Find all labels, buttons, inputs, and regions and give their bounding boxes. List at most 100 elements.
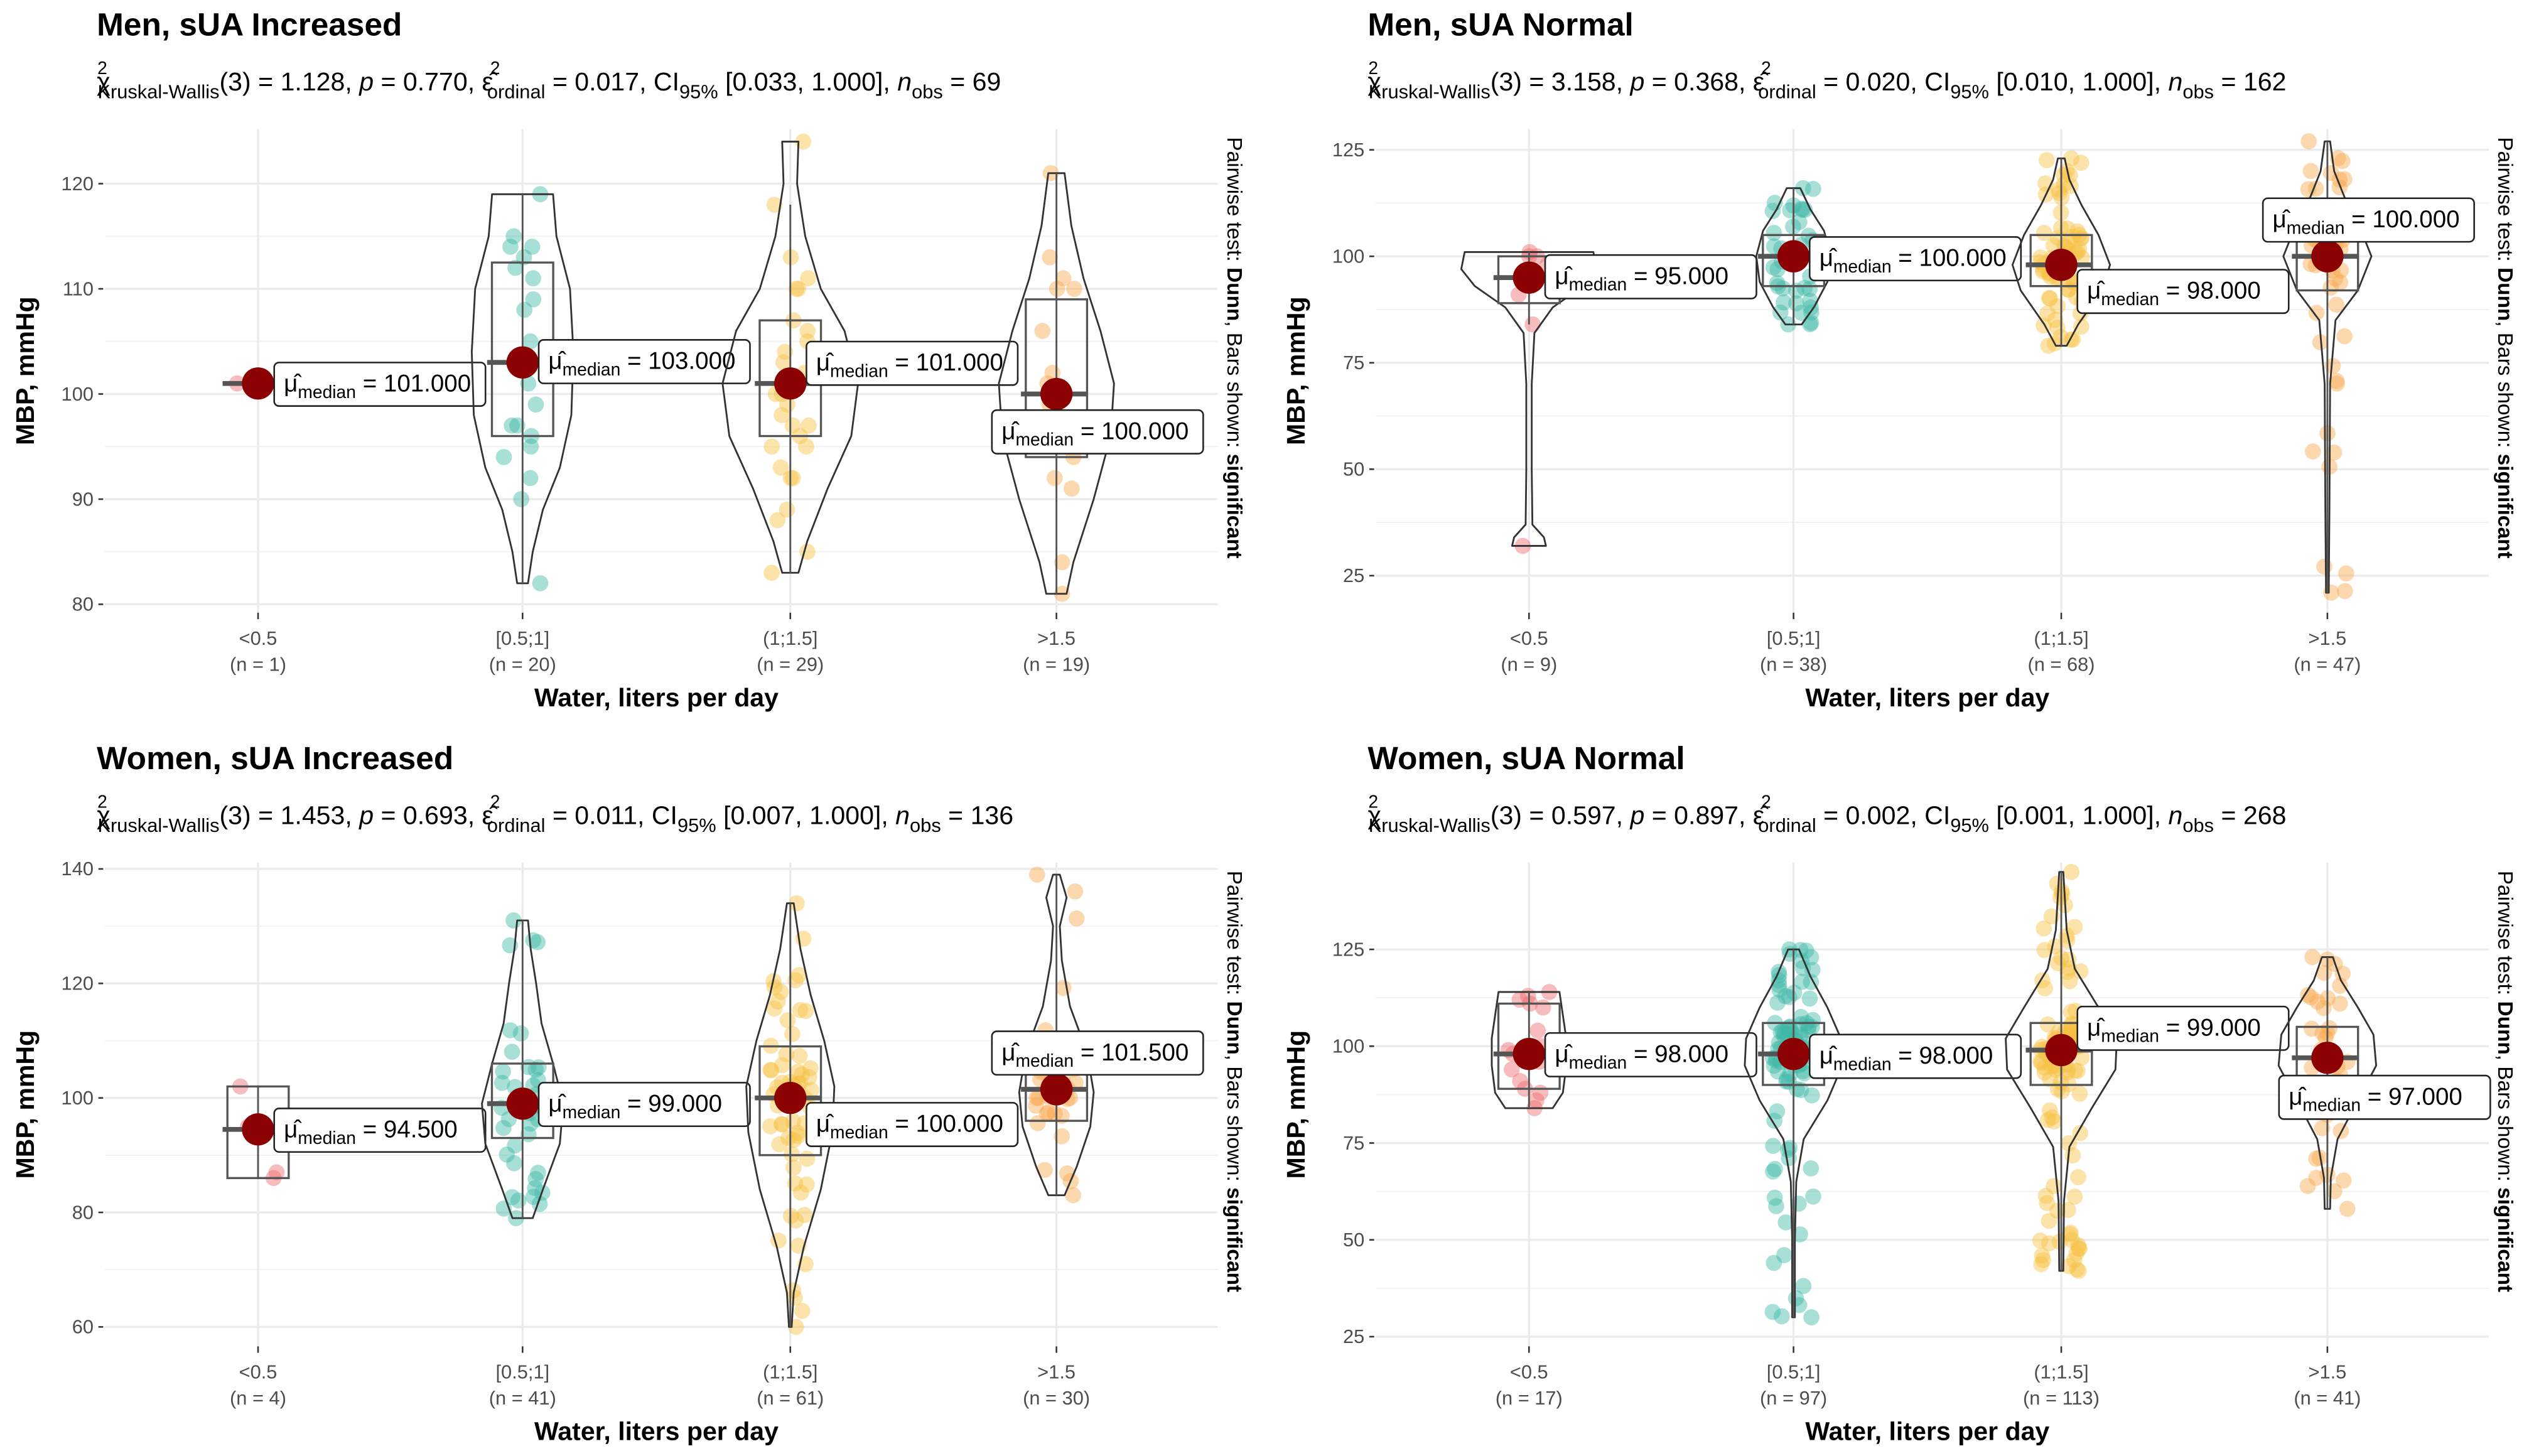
data-point xyxy=(2062,1226,2078,1243)
stats-part: obs xyxy=(2182,81,2214,103)
data-point xyxy=(2062,166,2078,183)
data-point xyxy=(794,1302,811,1319)
violin xyxy=(745,902,836,1328)
median-label: μ̂median = 99.000 xyxy=(537,1082,751,1128)
mu-subscript: median xyxy=(563,1102,621,1122)
stats-part: 95% xyxy=(679,81,718,103)
data-point xyxy=(1766,1057,1782,1074)
data-point xyxy=(2038,152,2055,168)
data-point xyxy=(1028,1089,1045,1106)
data-point xyxy=(2063,1023,2079,1039)
data-point xyxy=(509,417,526,434)
group-2: (1;1.5] (n = 61) μ̂median = 100.000 xyxy=(745,895,1019,1409)
data-point xyxy=(1503,1061,1520,1078)
mu-subscript: median xyxy=(2302,1095,2361,1115)
median-value: 100.000 xyxy=(916,1111,1003,1138)
data-point xyxy=(525,270,541,287)
n-obs: 69 xyxy=(973,67,1001,96)
box xyxy=(1025,298,1089,458)
median-value: 95.000 xyxy=(1654,262,1728,289)
violin xyxy=(721,141,860,574)
stats-part: n xyxy=(2169,67,2183,96)
data-point xyxy=(800,270,816,287)
median-label-text: μ̂median = 95.000 xyxy=(1555,262,1728,294)
data-point xyxy=(1803,1309,1820,1325)
equals: = xyxy=(356,370,384,397)
median-value: 100.000 xyxy=(1919,245,2006,272)
data-point xyxy=(2300,133,2317,149)
data-point xyxy=(1779,1070,1795,1087)
stats-subtitle: χ2 Kruskal-Wallis(3) = 0.597, p = 0.897, … xyxy=(1367,792,2286,837)
stats-part: p xyxy=(358,67,374,96)
data-point xyxy=(1528,1092,1545,1109)
effect-size: 0.017 xyxy=(574,67,639,96)
violin xyxy=(1744,948,1843,1318)
median-dot xyxy=(774,1081,807,1114)
stats-part: ordinal xyxy=(487,81,546,103)
data-point xyxy=(1800,1022,1816,1038)
stats-part: , xyxy=(1910,67,1924,96)
data-point xyxy=(1774,280,1791,297)
x-tick-label: >1.5 xyxy=(2308,627,2346,649)
median-label-box xyxy=(2278,1074,2491,1120)
pairwise-test-caption: Pairwise test: Dunn, Bars shown: signifi… xyxy=(2493,137,2516,558)
stats-part: , xyxy=(637,801,652,829)
median-label-box xyxy=(2076,1005,2290,1051)
data-point xyxy=(1804,1011,1821,1028)
data-point xyxy=(2069,1261,2085,1278)
data-point xyxy=(2041,1102,2058,1119)
data-point xyxy=(1774,1308,1790,1325)
stats-part: = xyxy=(2214,67,2243,96)
box xyxy=(2029,234,2093,288)
data-point xyxy=(1769,1063,1786,1080)
data-point xyxy=(2041,1235,2057,1252)
data-point xyxy=(1793,1008,1809,1025)
data-point xyxy=(2059,281,2076,298)
stats-part: = xyxy=(1522,801,1551,829)
data-point xyxy=(2070,1240,2087,1257)
pairwise-test-caption: Pairwise test: Dunn, Bars shown: signifi… xyxy=(1222,137,1246,558)
data-point xyxy=(2328,296,2345,313)
median-label-text: μ̂median = 98.000 xyxy=(1555,1041,1728,1072)
data-point xyxy=(493,1074,510,1091)
data-point xyxy=(1776,1247,1793,1263)
data-point xyxy=(2039,1111,2056,1128)
mu-subscript: median xyxy=(2287,217,2345,237)
y-tick-label: 100 xyxy=(62,1087,94,1109)
data-point xyxy=(2328,372,2345,389)
data-point xyxy=(2063,150,2079,167)
data-point xyxy=(790,967,807,983)
data-point xyxy=(2300,986,2316,1003)
data-point xyxy=(2059,220,2076,237)
median-label-text: μ̂median = 100.000 xyxy=(2273,206,2460,237)
median-label-text: μ̂median = 94.500 xyxy=(284,1116,458,1148)
data-point xyxy=(2041,290,2057,306)
stats-part: χ xyxy=(1367,67,1381,96)
stats-part: ordinal xyxy=(1758,81,1816,103)
equals: = xyxy=(1627,1041,1654,1068)
data-point xyxy=(1767,1160,1783,1177)
data-point xyxy=(1524,316,1541,333)
data-point xyxy=(2334,153,2351,170)
pairwise-test-caption: Pairwise test: Dunn, Bars shown: signifi… xyxy=(1222,871,1246,1292)
data-point xyxy=(799,1150,816,1167)
x-tick-label: <0.5 xyxy=(239,627,278,649)
data-point xyxy=(2063,1021,2079,1038)
stats-part: obs xyxy=(912,81,943,103)
stats-part: obs xyxy=(910,814,941,836)
data-point xyxy=(1793,305,1809,321)
stats-part: = xyxy=(1816,67,1846,96)
data-point xyxy=(1792,942,1809,958)
data-point xyxy=(769,512,786,529)
stats-part: = xyxy=(1644,67,1674,96)
box xyxy=(758,1045,822,1157)
stats-part: 2 xyxy=(490,792,500,812)
x-tick-n: (n = 113) xyxy=(2023,1387,2100,1409)
caption-part: Pairwise test: xyxy=(1222,137,1246,267)
stats-part: CI xyxy=(1924,801,1950,829)
data-point xyxy=(2327,270,2344,287)
stats-part: , xyxy=(345,67,359,96)
data-point xyxy=(2067,1062,2083,1079)
data-point xyxy=(792,1184,809,1201)
data-point xyxy=(2308,1170,2325,1186)
